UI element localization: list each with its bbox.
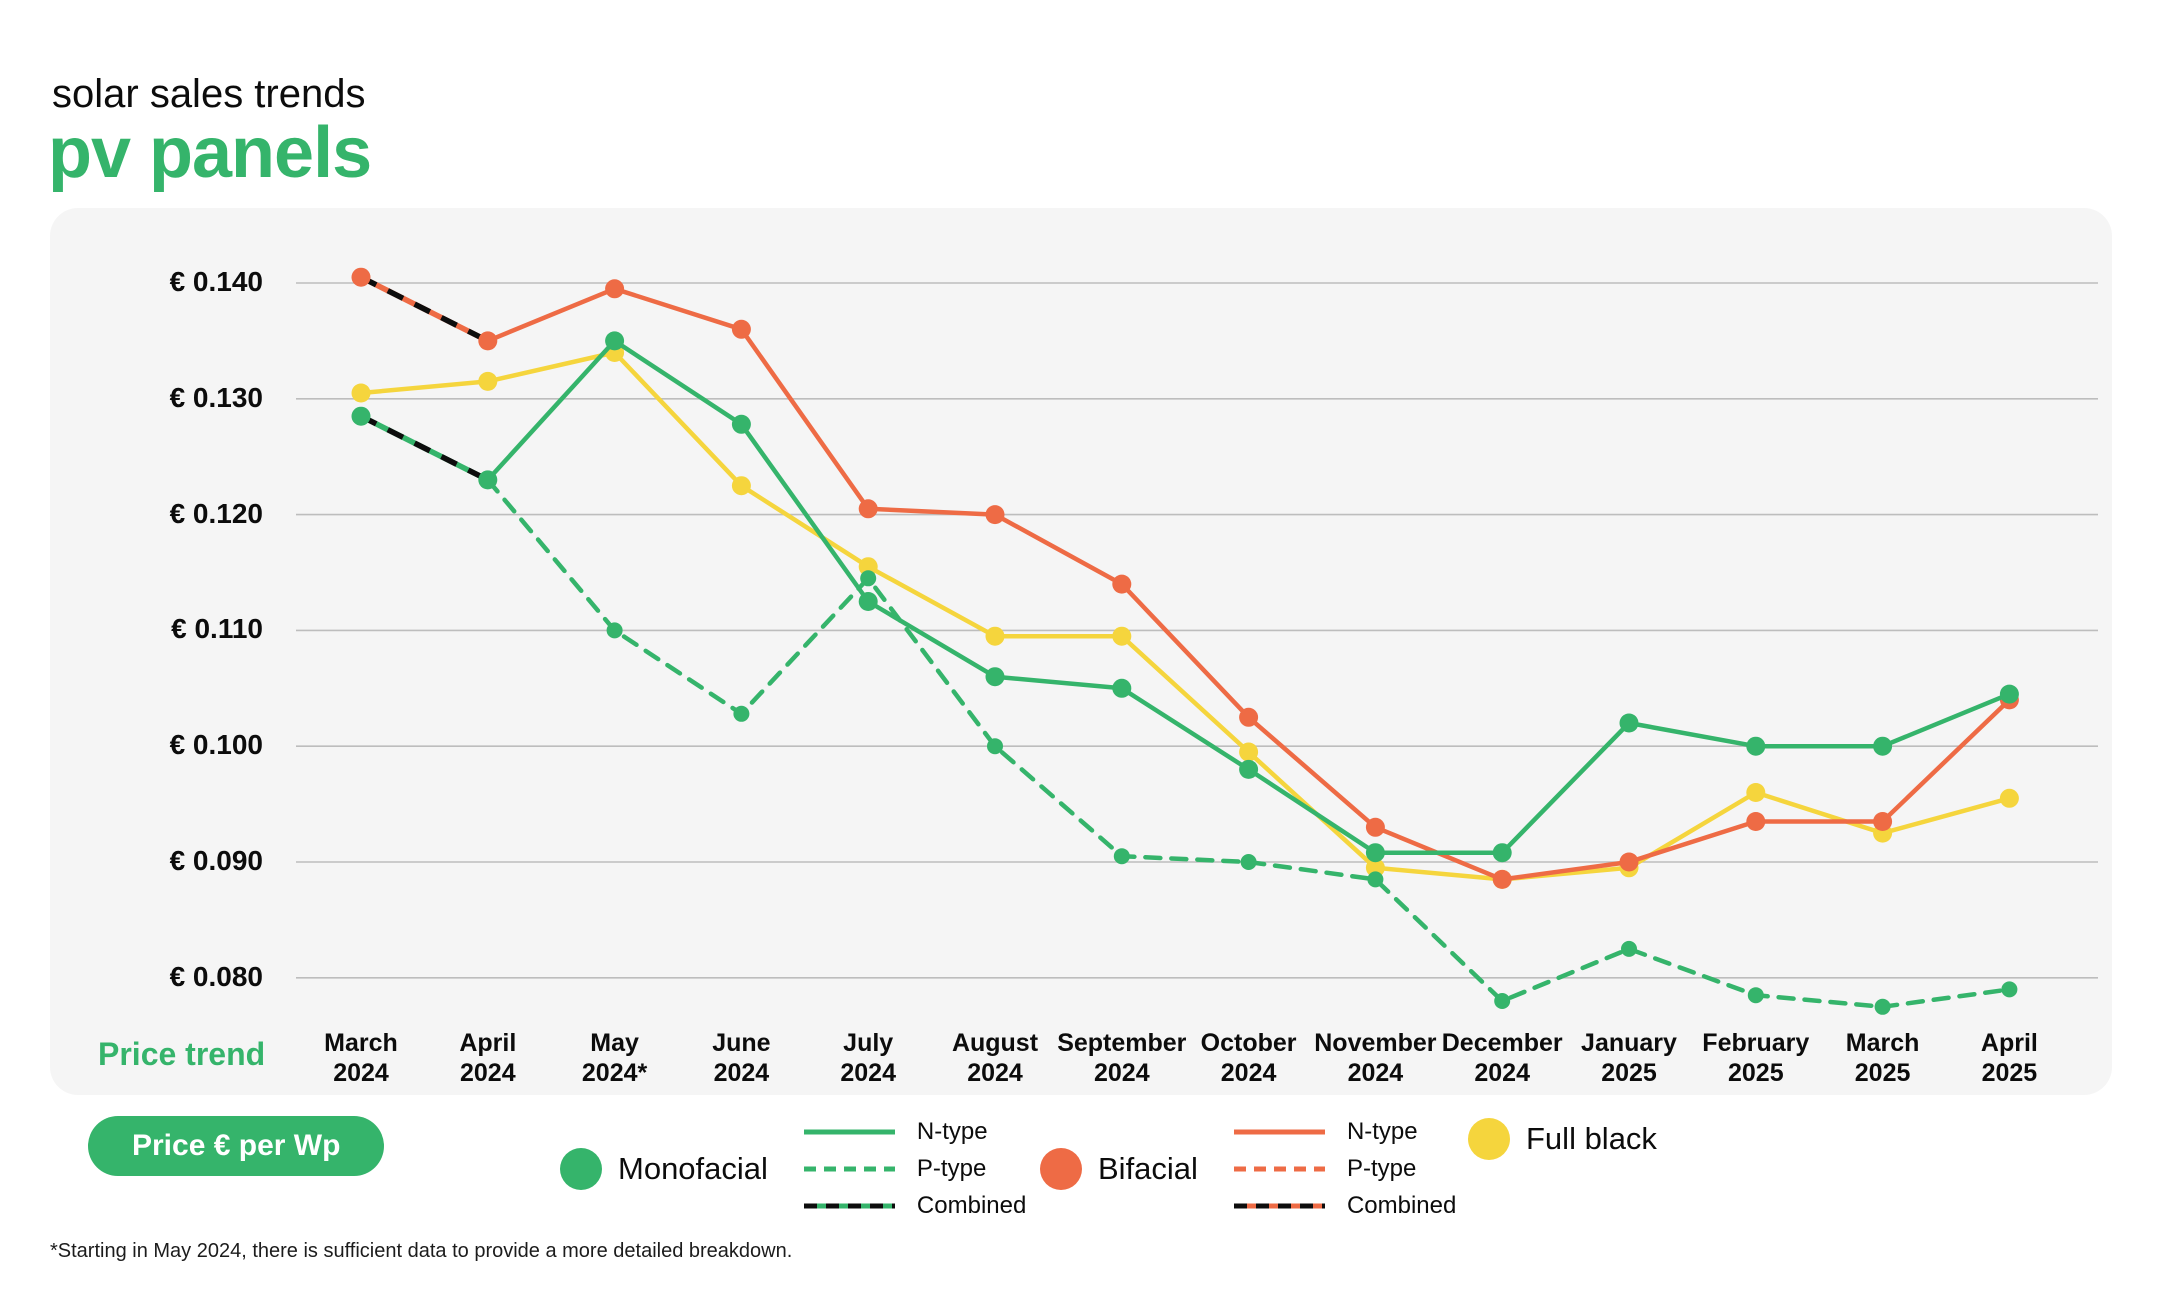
y-tick-label: € 0.140 bbox=[169, 266, 263, 297]
x-tick-label: April 2025 bbox=[1980, 1029, 2038, 1087]
y-tick-label: € 0.100 bbox=[169, 729, 263, 761]
page-title: pv panels bbox=[48, 113, 372, 193]
legend-line-styles: N-type P-type Combined bbox=[802, 1118, 1026, 1220]
x-tick-label: March 2024 bbox=[324, 1029, 398, 1087]
legend-item-label: Combined bbox=[1346, 1192, 1457, 1219]
legend-item-label: N-type bbox=[1346, 1118, 1418, 1145]
y-tick-label: € 0.080 bbox=[169, 960, 263, 992]
dashed-line-sample-icon bbox=[803, 1166, 895, 1172]
legend-item-p-type: P-type bbox=[802, 1155, 1026, 1183]
legend-item-n-type: N-type bbox=[802, 1118, 1026, 1146]
legend-item-p-type: P-type bbox=[1232, 1155, 1456, 1183]
x-tick-label: November 2024 bbox=[1314, 1029, 1437, 1087]
x-tick-label: July 2024 bbox=[840, 1029, 896, 1087]
legend-item-label: N-type bbox=[916, 1118, 988, 1145]
x-tick-label: October 2024 bbox=[1200, 1029, 1297, 1087]
y-tick-label: € 0.120 bbox=[169, 497, 263, 529]
x-tick-label: January 2025 bbox=[1581, 1029, 1677, 1087]
x-tick-label: August 2024 bbox=[951, 1029, 1039, 1087]
legend-swatch-icon bbox=[1040, 1148, 1082, 1190]
x-tick-label: September 2024 bbox=[1057, 1029, 1187, 1087]
chart-panel bbox=[50, 208, 2112, 1095]
legend-item-combined: Combined bbox=[1232, 1192, 1456, 1220]
x-tick-label: June 2024 bbox=[712, 1029, 771, 1087]
legend-group-bifacial: Bifacial N-type P-type Combined bbox=[1040, 1118, 1456, 1220]
legend-item-n-type: N-type bbox=[1232, 1118, 1456, 1146]
price-unit-badge[interactable]: Price € per Wp bbox=[88, 1116, 385, 1176]
legend-group-full-black: Full black bbox=[1468, 1118, 1657, 1160]
legend-group-label: Monofacial bbox=[618, 1151, 768, 1186]
legend-item-label: Combined bbox=[916, 1192, 1027, 1219]
legend-item-label: P-type bbox=[916, 1155, 987, 1182]
y-tick-label: € 0.110 bbox=[171, 613, 263, 645]
solid-line-sample-icon bbox=[803, 1129, 895, 1135]
solid-line-sample-icon bbox=[1233, 1129, 1325, 1135]
legend-item-combined: Combined bbox=[802, 1192, 1026, 1220]
y-tick-label: € 0.130 bbox=[169, 381, 263, 413]
legend-swatch-icon bbox=[560, 1148, 602, 1190]
x-axis-title: Price trend bbox=[98, 1036, 266, 1072]
legend-group-monofacial: Monofacial N-type P-type Combined bbox=[560, 1118, 1026, 1220]
combined-line-sample-icon bbox=[803, 1203, 895, 1209]
footnote: *Starting in May 2024, there is sufficie… bbox=[50, 1240, 793, 1262]
x-tick-label: May 2024* bbox=[581, 1029, 648, 1087]
legend-item-label: P-type bbox=[1346, 1155, 1417, 1182]
x-tick-label: March 2025 bbox=[1845, 1029, 1920, 1087]
dashed-line-sample-icon bbox=[1233, 1166, 1325, 1172]
x-tick-label: April 2024 bbox=[459, 1029, 517, 1087]
x-tick-label: December 2024 bbox=[1441, 1029, 1563, 1087]
legend-group-label: Full black bbox=[1526, 1121, 1657, 1156]
legend-swatch-icon bbox=[1468, 1118, 1510, 1160]
legend-line-styles: N-type P-type Combined bbox=[1232, 1118, 1456, 1220]
legend-group-label: Bifacial bbox=[1098, 1151, 1198, 1186]
page-subtitle: solar sales trends bbox=[52, 72, 366, 116]
combined-line-sample-icon bbox=[1233, 1203, 1325, 1209]
y-tick-label: € 0.090 bbox=[169, 845, 263, 876]
x-tick-label: February 2025 bbox=[1702, 1029, 1810, 1087]
